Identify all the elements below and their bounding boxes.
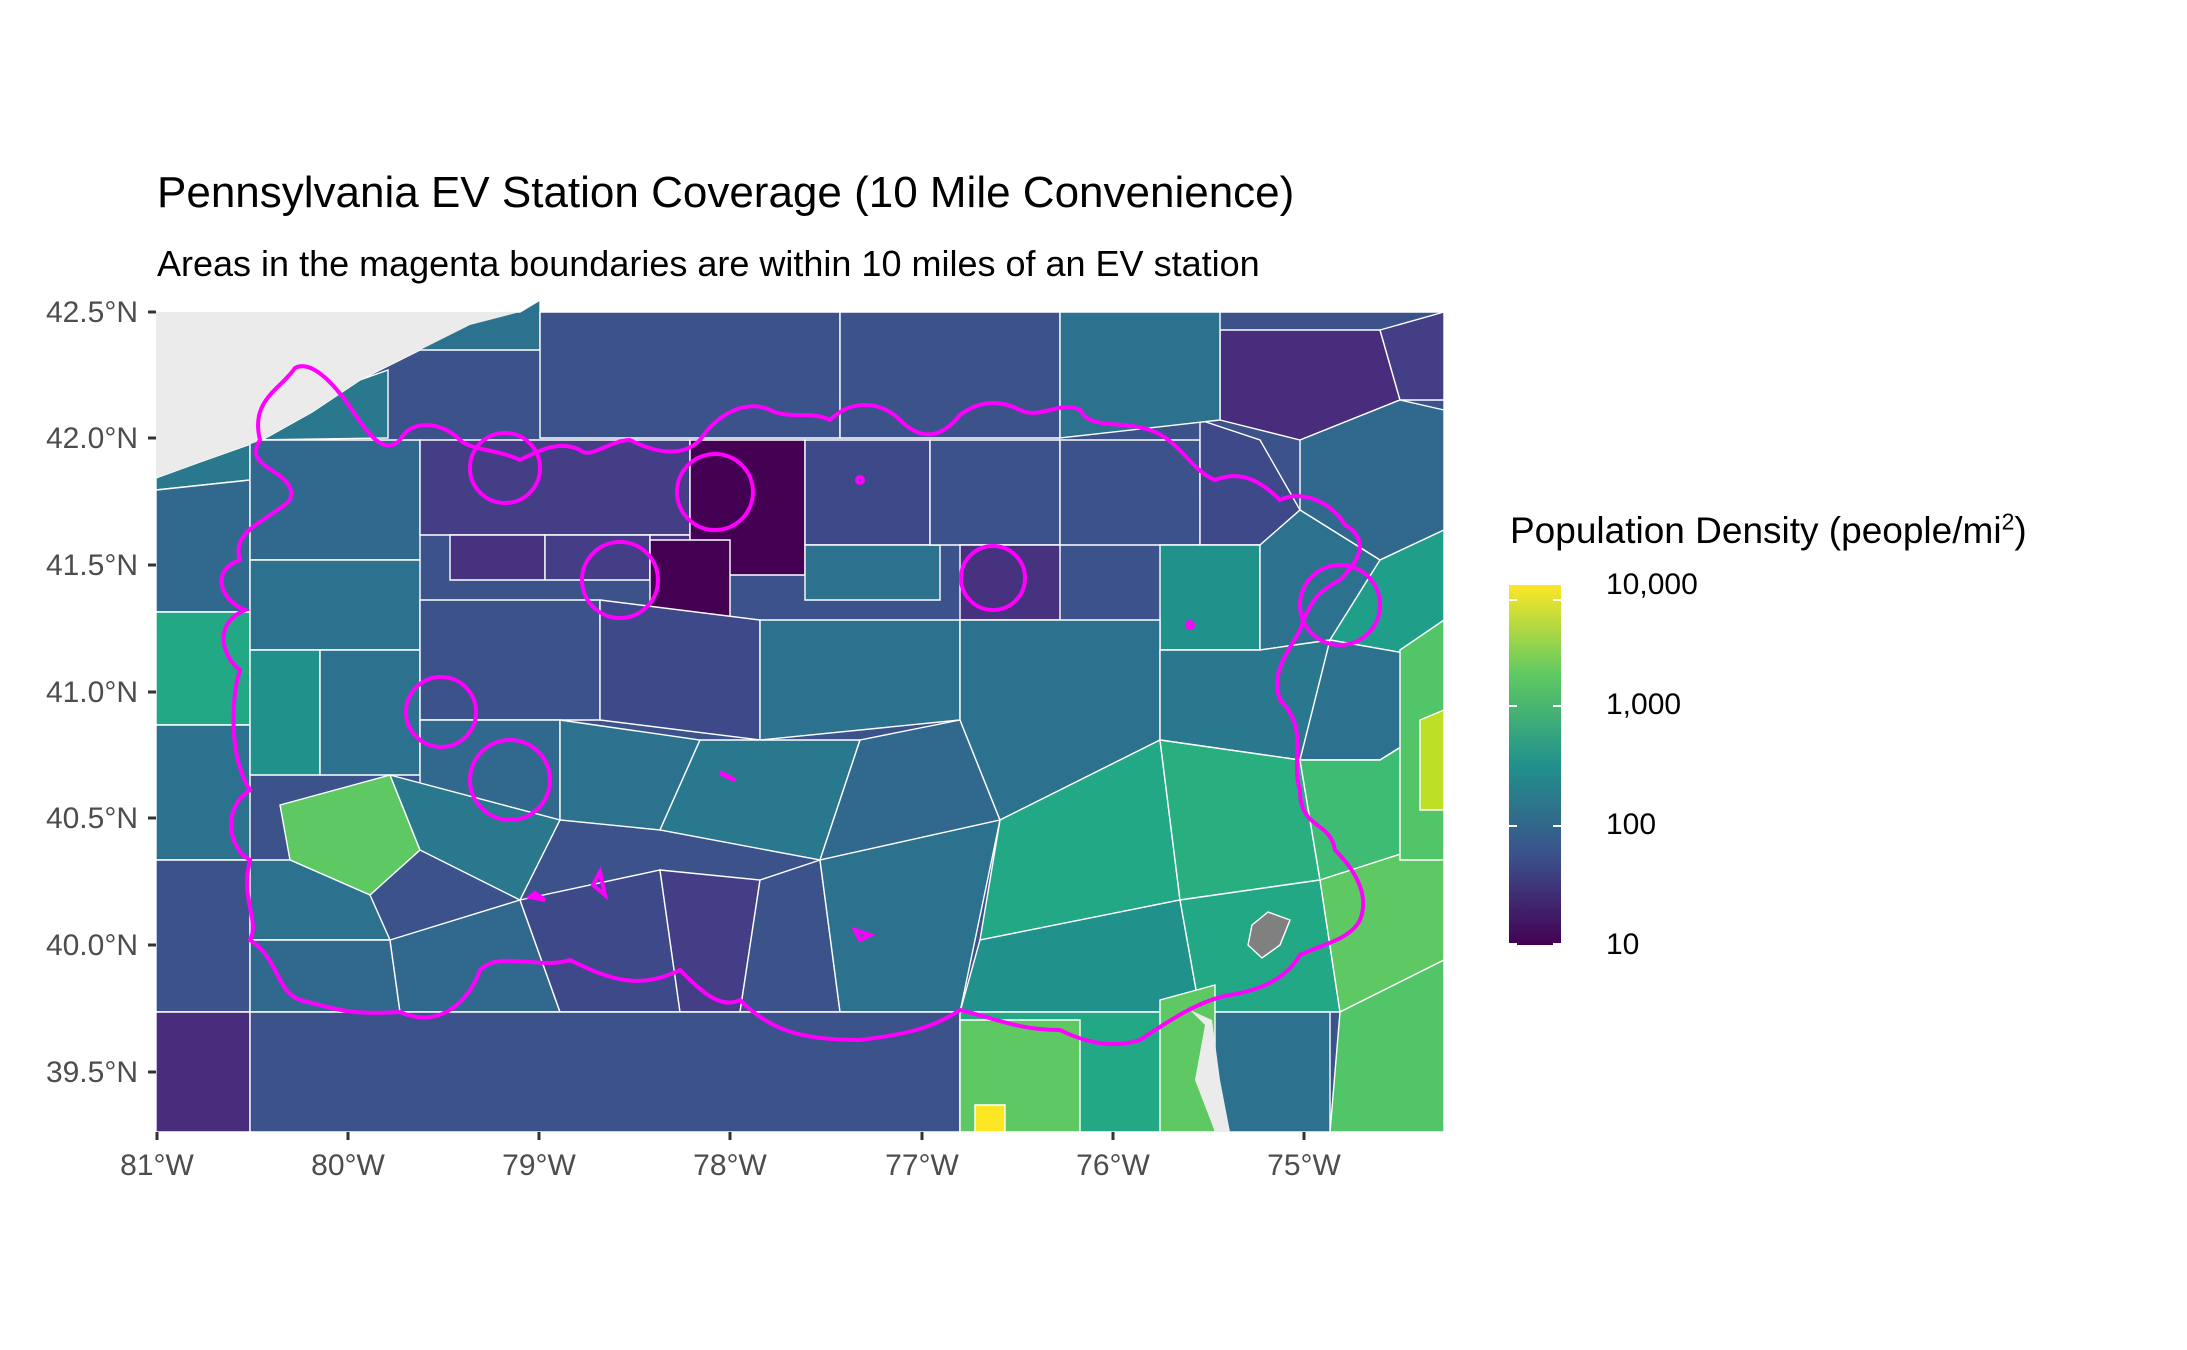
legend-tick-label: 1,000	[1606, 688, 1682, 721]
legend-tick-label: 10	[1606, 928, 1640, 961]
lat-label: 41.5°N	[46, 549, 138, 582]
lat-label: 41.0°N	[46, 676, 138, 709]
lake-erie	[156, 312, 520, 478]
lat-label: 42.5°N	[46, 296, 138, 329]
lat-label: 42.0°N	[46, 422, 138, 455]
legend-tick-label: 10,000	[1606, 568, 1698, 601]
lat-label: 40.0°N	[46, 929, 138, 962]
map-title: Pennsylvania EV Station Coverage (10 Mil…	[157, 168, 1295, 217]
lon-label: 76°W	[1076, 1149, 1150, 1182]
ev-coverage-boundary	[219, 364, 1382, 1047]
lon-label: 78°W	[693, 1149, 767, 1182]
lat-axis-labels: 42.5°N 42.0°N 41.5°N 41.0°N 40.5°N 40.0°…	[46, 296, 138, 1089]
map-subtitle: Areas in the magenta boundaries are with…	[157, 243, 1260, 284]
lon-label: 79°W	[502, 1149, 576, 1182]
lon-label: 77°W	[885, 1149, 959, 1182]
lat-label: 39.5°N	[46, 1056, 138, 1089]
legend-title: Population Density (people/mi2)	[1510, 508, 2027, 551]
lon-label: 80°W	[311, 1149, 385, 1182]
legend-tick-label: 100	[1606, 808, 1657, 841]
lon-label: 81°W	[120, 1149, 194, 1182]
lat-label: 40.5°N	[46, 802, 138, 835]
lon-label: 75°W	[1267, 1149, 1341, 1182]
lon-axis-labels: 81°W 80°W 79°W 78°W 77°W 76°W 75°W	[120, 1149, 1341, 1182]
legend-colorbar	[1509, 585, 1561, 945]
county-fills	[155, 298, 1445, 1133]
axis-ticks	[148, 310, 1306, 1140]
